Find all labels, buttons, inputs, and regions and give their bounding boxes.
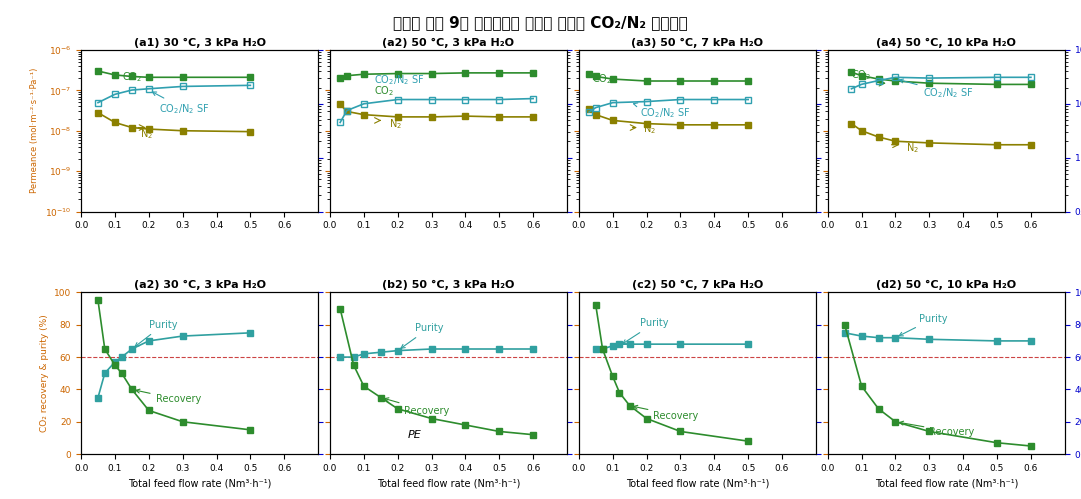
Title: (b2) 50 °C, 3 kPa H₂O: (b2) 50 °C, 3 kPa H₂O [383, 280, 515, 290]
Text: 습도에 따른 9구 제올라이트 분리막 모듈의 CO₂/N₂ 분리성능: 습도에 따른 9구 제올라이트 분리막 모듈의 CO₂/N₂ 분리성능 [393, 15, 688, 30]
Title: (c2) 50 °C, 7 kPa H₂O: (c2) 50 °C, 7 kPa H₂O [631, 280, 763, 290]
Text: N$_2$: N$_2$ [643, 123, 656, 136]
Text: CO$_2$/N$_2$ SF: CO$_2$/N$_2$ SF [374, 73, 425, 87]
Title: (a2) 30 °C, 3 kPa H₂O: (a2) 30 °C, 3 kPa H₂O [134, 280, 266, 290]
Text: N$_2$: N$_2$ [906, 141, 919, 155]
X-axis label: Total feed flow rate (Nm³·h⁻¹): Total feed flow rate (Nm³·h⁻¹) [377, 479, 520, 489]
Title: (d2) 50 °C, 10 kPa H₂O: (d2) 50 °C, 10 kPa H₂O [877, 280, 1016, 290]
Text: Recovery: Recovery [899, 421, 975, 437]
Text: CO$_2$/N$_2$ SF: CO$_2$/N$_2$ SF [633, 103, 691, 120]
X-axis label: Total feed flow rate (Nm³·h⁻¹): Total feed flow rate (Nm³·h⁻¹) [128, 479, 271, 489]
Text: CO$_2$/N$_2$ SF: CO$_2$/N$_2$ SF [899, 79, 974, 100]
Title: (a3) 50 °C, 7 kPa H₂O: (a3) 50 °C, 7 kPa H₂O [631, 37, 763, 48]
Text: N$_2$: N$_2$ [389, 118, 402, 131]
Text: CO$_2$/N$_2$ SF: CO$_2$/N$_2$ SF [152, 92, 210, 116]
Text: N$_2$: N$_2$ [141, 127, 154, 141]
Text: Recovery: Recovery [136, 389, 201, 404]
Y-axis label: Permeance (mol·m⁻²·s⁻¹·Pa⁻¹): Permeance (mol·m⁻²·s⁻¹·Pa⁻¹) [30, 68, 39, 194]
Text: CO$_2$: CO$_2$ [122, 70, 142, 84]
Text: Recovery: Recovery [633, 405, 698, 421]
Text: Purity: Purity [401, 323, 443, 348]
Text: Purity: Purity [899, 313, 948, 336]
Y-axis label: CO₂ recovery & purity (%): CO₂ recovery & purity (%) [40, 314, 49, 432]
Title: (a2) 50 °C, 3 kPa H₂O: (a2) 50 °C, 3 kPa H₂O [383, 37, 515, 48]
X-axis label: Total feed flow rate (Nm³·h⁻¹): Total feed flow rate (Nm³·h⁻¹) [626, 479, 769, 489]
Text: Purity: Purity [135, 320, 177, 346]
Text: CO$_2$: CO$_2$ [592, 73, 613, 86]
Title: (a1) 30 °C, 3 kPa H₂O: (a1) 30 °C, 3 kPa H₂O [134, 37, 266, 48]
X-axis label: Total feed flow rate (Nm³·h⁻¹): Total feed flow rate (Nm³·h⁻¹) [875, 479, 1018, 489]
Text: Recovery: Recovery [385, 398, 450, 416]
Text: CO$_2$: CO$_2$ [852, 68, 871, 82]
Text: Purity: Purity [623, 318, 668, 344]
Text: CO$_2$: CO$_2$ [374, 84, 395, 98]
Title: (a4) 50 °C, 10 kPa H₂O: (a4) 50 °C, 10 kPa H₂O [877, 37, 1016, 48]
Text: PE: PE [408, 430, 422, 440]
